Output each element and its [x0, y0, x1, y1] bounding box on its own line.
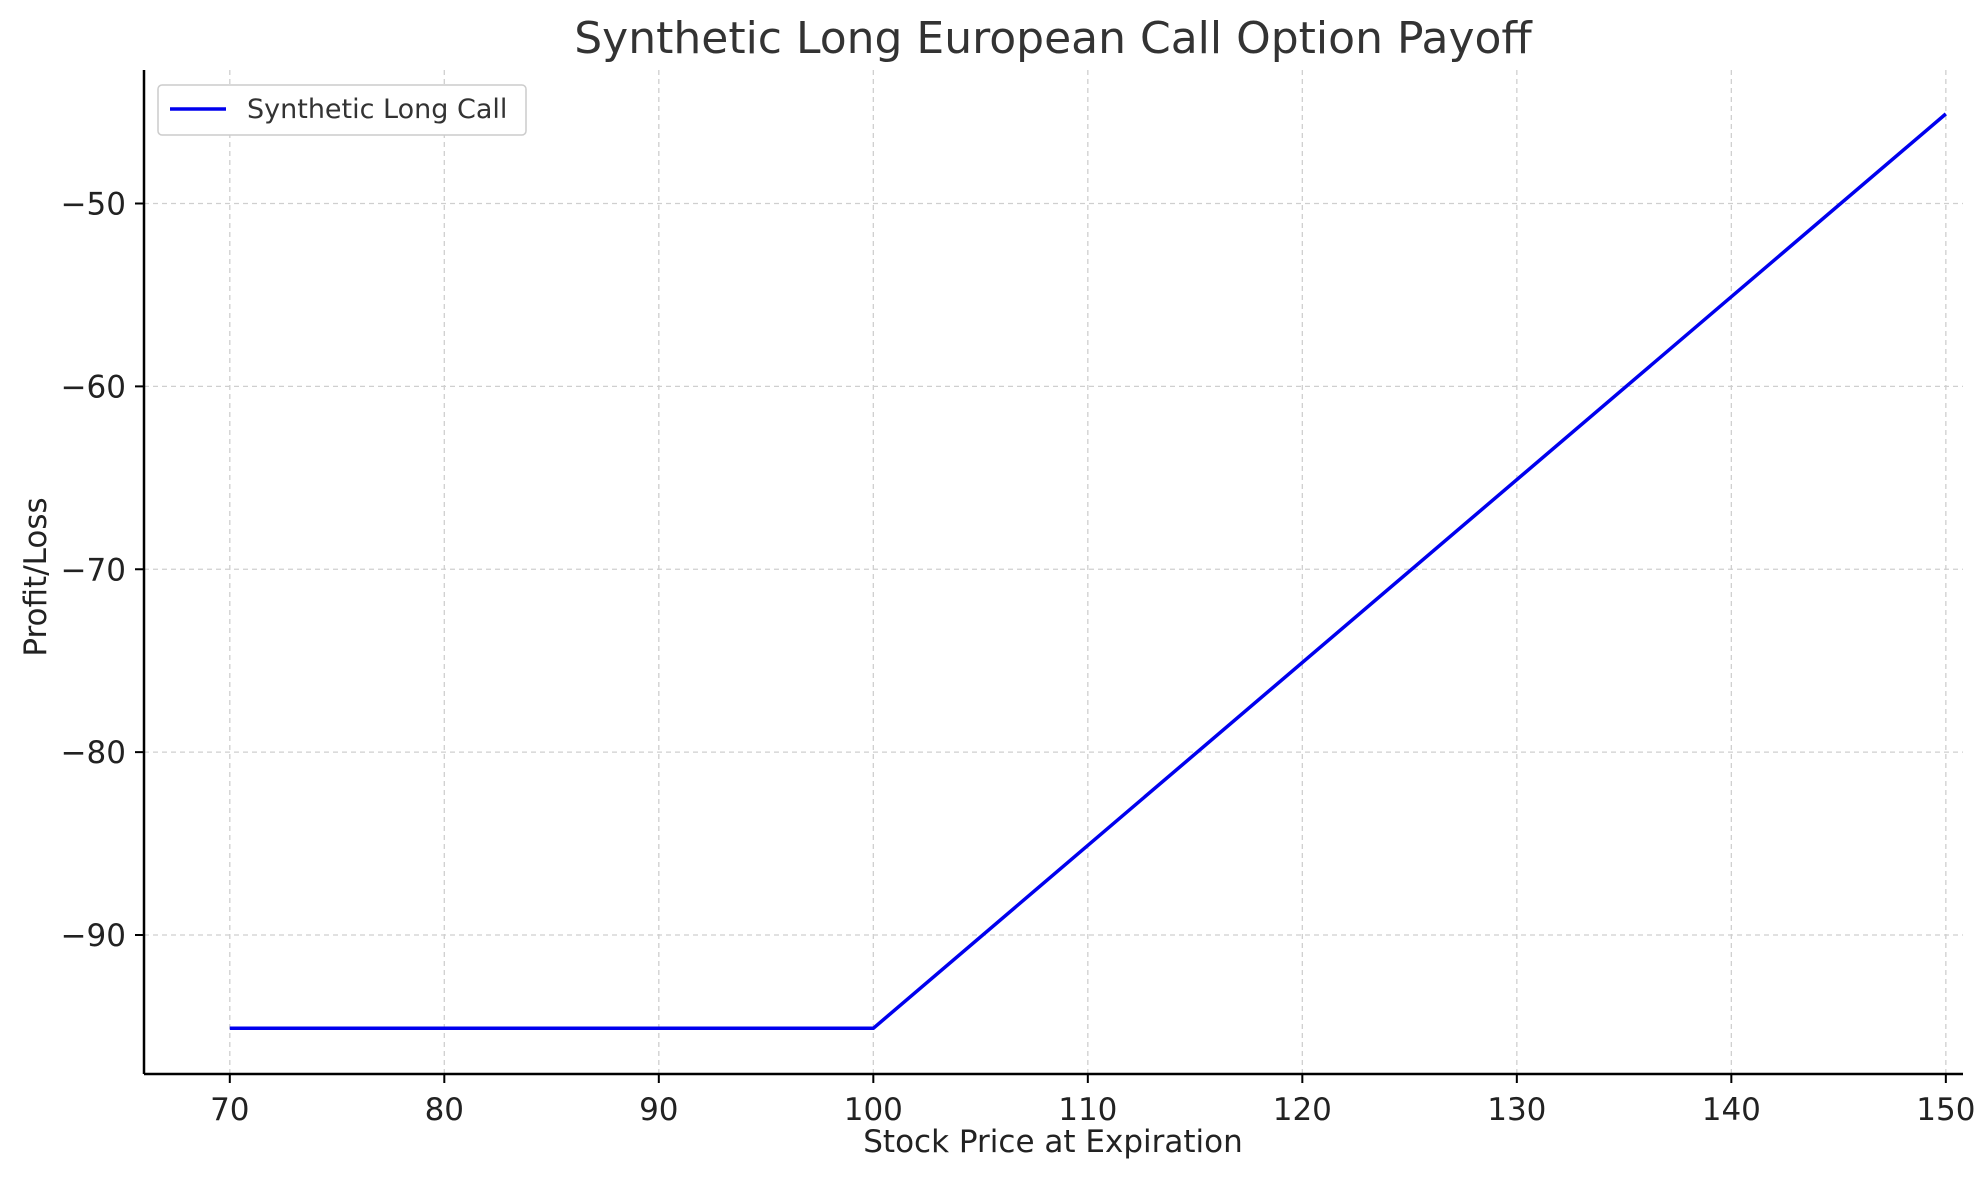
series-line-synthetic-long-call [229, 112, 1947, 1031]
legend-label: Synthetic Long Call [247, 94, 507, 125]
grid-lines [144, 70, 1963, 1074]
x-tick-label: 150 [1916, 1092, 1975, 1128]
y-ticks: −90 −80 −70 −60 −50 [61, 187, 144, 954]
x-ticks: 70 80 90 100 110 120 130 140 150 [210, 1074, 1975, 1128]
x-axis-label: Stock Price at Expiration [863, 1124, 1242, 1160]
y-tick-label: −80 [61, 735, 126, 771]
series-layer [229, 112, 1947, 1031]
x-tick-label: 130 [1487, 1092, 1546, 1128]
x-tick-label: 120 [1273, 1092, 1332, 1128]
y-tick-label: −60 [61, 369, 126, 405]
legend: Synthetic Long Call [157, 84, 527, 136]
y-axis-label: Profit/Loss [18, 497, 54, 656]
x-tick-label: 100 [844, 1092, 903, 1128]
x-tick-label: 90 [639, 1092, 678, 1128]
x-tick-label: 140 [1702, 1092, 1761, 1128]
chart-title: Synthetic Long European Call Option Payo… [574, 13, 1533, 64]
x-tick-label: 70 [210, 1092, 249, 1128]
y-tick-label: −50 [61, 187, 126, 223]
x-tick-label: 80 [425, 1092, 464, 1128]
x-tick-label: 110 [1058, 1092, 1117, 1128]
y-tick-label: −70 [61, 552, 126, 588]
y-tick-label: −90 [61, 918, 126, 954]
legend-box [157, 84, 527, 136]
